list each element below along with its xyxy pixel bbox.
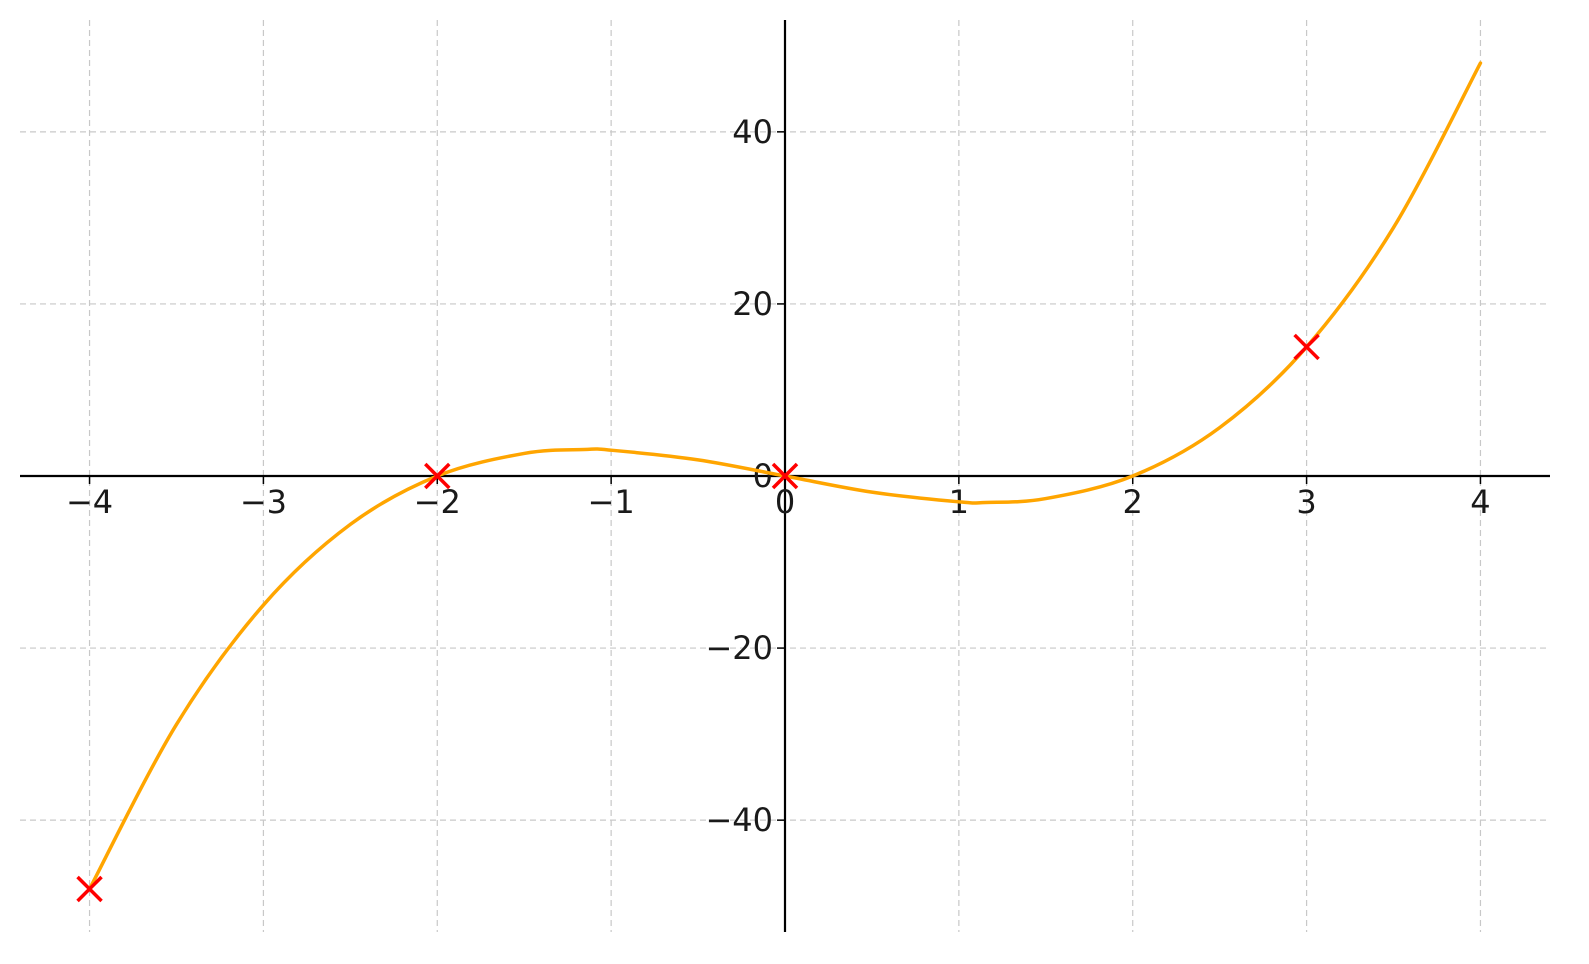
x-tick-label-2: −2 (414, 483, 461, 521)
y-tick-label-2: 0 (753, 457, 773, 495)
x-marker-1 (424, 462, 451, 490)
y-tick-label-3: 20 (732, 285, 773, 323)
y-tick-label-1: −20 (705, 629, 773, 667)
x-tick-label-1: −3 (240, 483, 287, 521)
x-tick-label-3: −1 (588, 483, 635, 521)
x-tick-label-8: 4 (1470, 483, 1490, 521)
x-marker-3 (1293, 333, 1320, 361)
x-marker-stroke-b (424, 462, 451, 490)
y-tick-label-4: 40 (732, 113, 773, 151)
x-marker-2 (771, 462, 799, 490)
x-marker-stroke-b (76, 875, 103, 903)
x-marker-0 (76, 875, 103, 903)
x-marker-stroke-b (1293, 333, 1320, 361)
x-marker-stroke-b (771, 462, 799, 490)
y-tick-label-0: −40 (705, 801, 773, 839)
x-tick-label-6: 2 (1123, 483, 1143, 521)
x-tick-label-7: 3 (1296, 483, 1316, 521)
x-tick-label-0: −4 (66, 483, 113, 521)
markers (76, 333, 1320, 903)
x-tick-label-4: 0 (775, 483, 795, 521)
